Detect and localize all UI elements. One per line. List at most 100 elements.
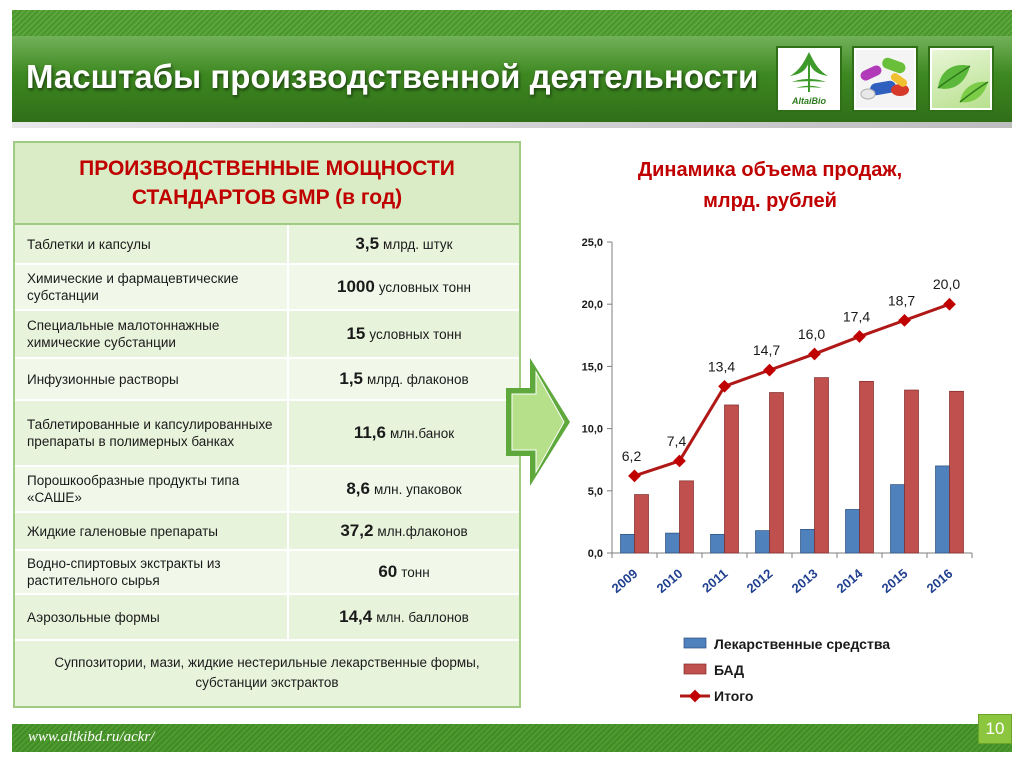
chart-title-line2: млрд. рублей [703, 190, 837, 212]
x-tick-label: 2009 [609, 566, 641, 596]
line-point [718, 379, 731, 393]
total-line [634, 302, 951, 478]
table-row: Химические и фармацевтические субстанции… [15, 265, 519, 311]
row-unit: млн. баллонов [376, 609, 469, 625]
row-number: 1,5 [339, 369, 363, 388]
row-number: 11,6 [353, 423, 386, 442]
row-value: 1000 условных тонн [289, 265, 519, 309]
altaibio-leaf-icon [790, 52, 828, 92]
row-unit: млн. упаковок [373, 481, 462, 497]
y-tick-label: 0,0 [588, 548, 603, 560]
sales-chart: 0,0 5,0 10,0 15,0 20,0 25,0 2009 2010 2011 2012 20… [582, 237, 973, 704]
bar [710, 533, 725, 554]
line-point [628, 469, 641, 483]
data-label: 14,7 [753, 342, 780, 358]
bar [679, 480, 694, 554]
row-unit: тонн [401, 564, 430, 580]
data-label: 16,0 [798, 326, 825, 342]
pills-icon [860, 57, 909, 100]
top-stripe [12, 10, 1012, 36]
table-row: Специальные малотоннажные химические суб… [15, 311, 519, 359]
y-tick-label: 5,0 [588, 486, 603, 498]
page-title: Масштабы производственной деятельности [26, 58, 759, 95]
x-tick-label: 2013 [789, 566, 821, 596]
row-unit: условных тонн [369, 326, 462, 342]
row-name: Аэрозольные формы [15, 595, 289, 639]
legend-swatch [683, 637, 707, 649]
logo-caption: AltaiBio [791, 96, 826, 106]
row-number: 8,6 [346, 479, 370, 498]
x-tick-label: 2016 [924, 566, 956, 596]
y-tick-label: 25,0 [582, 237, 603, 249]
table-row: Таблетированные и капсулированныхе препа… [15, 401, 519, 467]
row-name: Таблетки и капсулы [15, 225, 289, 263]
row-value: 14,4 млн. баллонов [289, 595, 519, 639]
bar [769, 392, 784, 554]
row-value: 15 условных тонн [289, 311, 519, 357]
row-unit: млрд. штук [383, 236, 453, 252]
legend-label: Итого [714, 688, 753, 704]
y-tick-label: 20,0 [582, 299, 603, 311]
bar [935, 465, 950, 554]
bar [904, 389, 919, 554]
leaves-image [928, 46, 994, 112]
bar [634, 494, 649, 554]
legend-marker [688, 689, 702, 703]
row-name: Химические и фармацевтические субстанции [15, 265, 289, 309]
row-value: 37,2 млн.флаконов [289, 513, 519, 549]
bar [859, 380, 874, 554]
footer-bar [12, 724, 1012, 752]
page-number: 10 [978, 714, 1012, 744]
bar [755, 530, 770, 554]
capacity-title-line1: ПРОИЗВОДСТВЕННЫЕ МОЩНОСТИ [79, 157, 455, 180]
row-number: 1000 [337, 277, 375, 296]
x-tick-label: 2014 [834, 565, 866, 596]
row-value: 3,5 млрд. штук [289, 225, 519, 263]
row-name: Водно-спиртовых экстракты из растительно… [15, 551, 289, 593]
bar [949, 390, 964, 554]
line-point [943, 297, 956, 311]
title-bar: Масштабы производственной деятельности [12, 36, 1012, 122]
capacity-table: ПРОИЗВОДСТВЕННЫЕ МОЩНОСТИ СТАНДАРТОВ GMP… [13, 141, 521, 708]
bar [845, 509, 860, 554]
pills-image [852, 46, 918, 112]
row-name: Порошкообразные продукты типа «САШЕ» [15, 467, 289, 511]
row-number: 3,5 [355, 234, 380, 253]
table-row: Жидкие галеновые препараты 37,2 млн.флако… [15, 513, 519, 551]
x-tick-label: 2012 [744, 566, 776, 596]
x-tick-label: 2010 [654, 566, 686, 596]
table-row: Порошкообразные продукты типа «САШЕ» 8,6… [15, 467, 519, 513]
table-row: Аэрозольные формы 14,4 млн. баллонов [15, 595, 519, 641]
right-arrow-icon [506, 358, 570, 486]
x-tick-label: 2015 [879, 566, 911, 596]
row-unit: млрд. флаконов [367, 371, 469, 387]
y-tick-label: 15,0 [582, 361, 603, 373]
data-label: 6,2 [622, 448, 642, 464]
line-point [673, 454, 686, 468]
leaves-icon [937, 64, 989, 103]
capacity-title-line2: СТАНДАРТОВ GMP (в год) [131, 186, 403, 209]
row-value: 60 тонн [289, 551, 519, 593]
bar [800, 529, 815, 554]
data-label: 18,7 [888, 292, 915, 308]
bar [890, 484, 905, 554]
row-value: 11,6 млн.банок [289, 401, 519, 465]
altaibio-logo: AltaiBio [776, 46, 842, 112]
row-value: 1,5 млрд. флаконов [289, 359, 519, 399]
bar [814, 377, 829, 554]
chart-title: Динамика объема продаж, млрд. рублей [560, 155, 980, 217]
bar [620, 533, 635, 554]
title-underline [12, 122, 1012, 128]
legend-label: БАД [714, 662, 744, 678]
line-point [808, 347, 821, 361]
chart-title-line1: Динамика объема продаж, [637, 159, 903, 181]
footer-url[interactable]: www.altkibd.ru/ackr/ [28, 729, 155, 745]
data-label: 7,4 [667, 433, 687, 449]
row-number: 15 [346, 324, 366, 343]
row-name: Специальные малотоннажные химические суб… [15, 311, 289, 357]
capacity-footer: Суппозитории, мази, жидкие нестерильные … [54, 654, 480, 690]
row-value: 8,6 млн. упаковок [289, 467, 519, 511]
row-unit: млн.флаконов [377, 523, 468, 539]
line-point [763, 363, 776, 377]
line-point [853, 330, 866, 343]
